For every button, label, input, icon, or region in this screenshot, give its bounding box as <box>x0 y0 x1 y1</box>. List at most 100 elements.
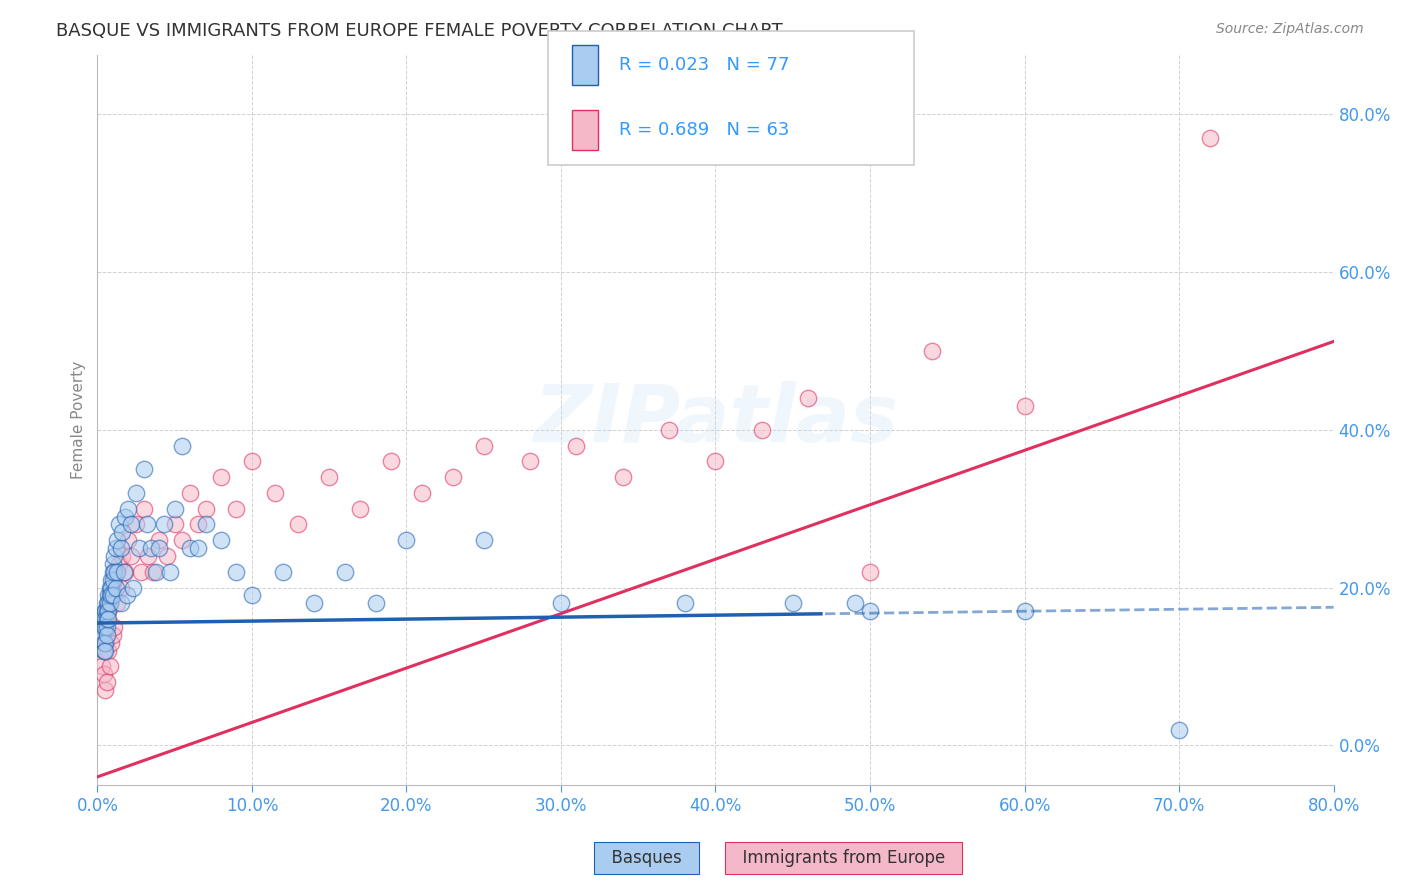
Point <box>859 604 882 618</box>
Point <box>120 549 142 563</box>
Point <box>94 620 117 634</box>
Point <box>782 596 804 610</box>
Point <box>97 604 120 618</box>
Point <box>101 573 124 587</box>
Point <box>859 565 882 579</box>
Point <box>100 589 122 603</box>
Point <box>115 589 138 603</box>
Point <box>120 517 142 532</box>
Point <box>225 501 247 516</box>
Point <box>395 533 418 548</box>
Point <box>100 581 122 595</box>
Point <box>98 659 121 673</box>
Point <box>93 636 115 650</box>
Point <box>96 612 118 626</box>
Point <box>108 557 131 571</box>
Point <box>172 439 194 453</box>
Point <box>333 565 356 579</box>
Point <box>1199 131 1222 145</box>
Point <box>411 486 433 500</box>
Point <box>519 454 541 468</box>
Point <box>132 462 155 476</box>
Point <box>91 612 114 626</box>
Point <box>94 604 117 618</box>
Point <box>380 454 402 468</box>
Point <box>148 541 170 555</box>
Point <box>1014 604 1036 618</box>
Point <box>287 517 309 532</box>
Point <box>132 501 155 516</box>
Point <box>658 423 681 437</box>
Point <box>349 501 371 516</box>
Point <box>94 643 117 657</box>
Point <box>94 620 117 634</box>
Point <box>107 565 129 579</box>
Point <box>179 486 201 500</box>
Point <box>94 612 117 626</box>
Point <box>98 581 121 595</box>
Point <box>111 549 134 563</box>
Point <box>100 573 122 587</box>
Point <box>101 557 124 571</box>
Point <box>93 643 115 657</box>
Point <box>318 470 340 484</box>
Point <box>103 565 125 579</box>
Point <box>240 589 263 603</box>
Point <box>96 675 118 690</box>
Point <box>93 643 115 657</box>
Point <box>100 589 122 603</box>
Point <box>96 620 118 634</box>
Point <box>240 454 263 468</box>
Text: BASQUE VS IMMIGRANTS FROM EUROPE FEMALE POVERTY CORRELATION CHART: BASQUE VS IMMIGRANTS FROM EUROPE FEMALE … <box>56 22 783 40</box>
Point <box>89 628 111 642</box>
Point <box>103 620 125 634</box>
Point <box>194 501 217 516</box>
Point <box>101 565 124 579</box>
Point <box>141 541 163 555</box>
Point <box>91 636 114 650</box>
Point <box>94 683 117 698</box>
Point <box>1014 399 1036 413</box>
Point <box>96 628 118 642</box>
Point <box>159 565 181 579</box>
Y-axis label: Female Poverty: Female Poverty <box>72 361 86 479</box>
Text: Immigrants from Europe: Immigrants from Europe <box>731 849 956 867</box>
Point <box>187 541 209 555</box>
Point <box>441 470 464 484</box>
Text: R = 0.023   N = 77: R = 0.023 N = 77 <box>619 55 789 74</box>
Point <box>101 628 124 642</box>
Point <box>135 517 157 532</box>
Point <box>93 620 115 634</box>
Point <box>104 541 127 555</box>
Point <box>163 501 186 516</box>
Point <box>612 470 634 484</box>
Text: Source: ZipAtlas.com: Source: ZipAtlas.com <box>1216 22 1364 37</box>
Point <box>122 581 145 595</box>
Point <box>98 596 121 610</box>
Point <box>145 565 167 579</box>
Point <box>1168 723 1191 737</box>
Point <box>209 470 232 484</box>
Point <box>179 541 201 555</box>
Point <box>673 596 696 610</box>
Point <box>100 636 122 650</box>
Point <box>93 667 115 681</box>
Point <box>565 439 588 453</box>
Point <box>364 596 387 610</box>
Point <box>91 628 114 642</box>
Point <box>148 533 170 548</box>
Point <box>94 636 117 650</box>
Point <box>114 509 136 524</box>
Point <box>110 596 132 610</box>
Point <box>103 573 125 587</box>
Text: R = 0.689   N = 63: R = 0.689 N = 63 <box>619 120 789 139</box>
Point <box>103 549 125 563</box>
Point <box>91 659 114 673</box>
Point <box>194 517 217 532</box>
Point <box>125 486 148 500</box>
Point <box>156 549 179 563</box>
Point <box>844 596 866 610</box>
Point <box>225 565 247 579</box>
Point <box>472 439 495 453</box>
Point <box>108 517 131 532</box>
